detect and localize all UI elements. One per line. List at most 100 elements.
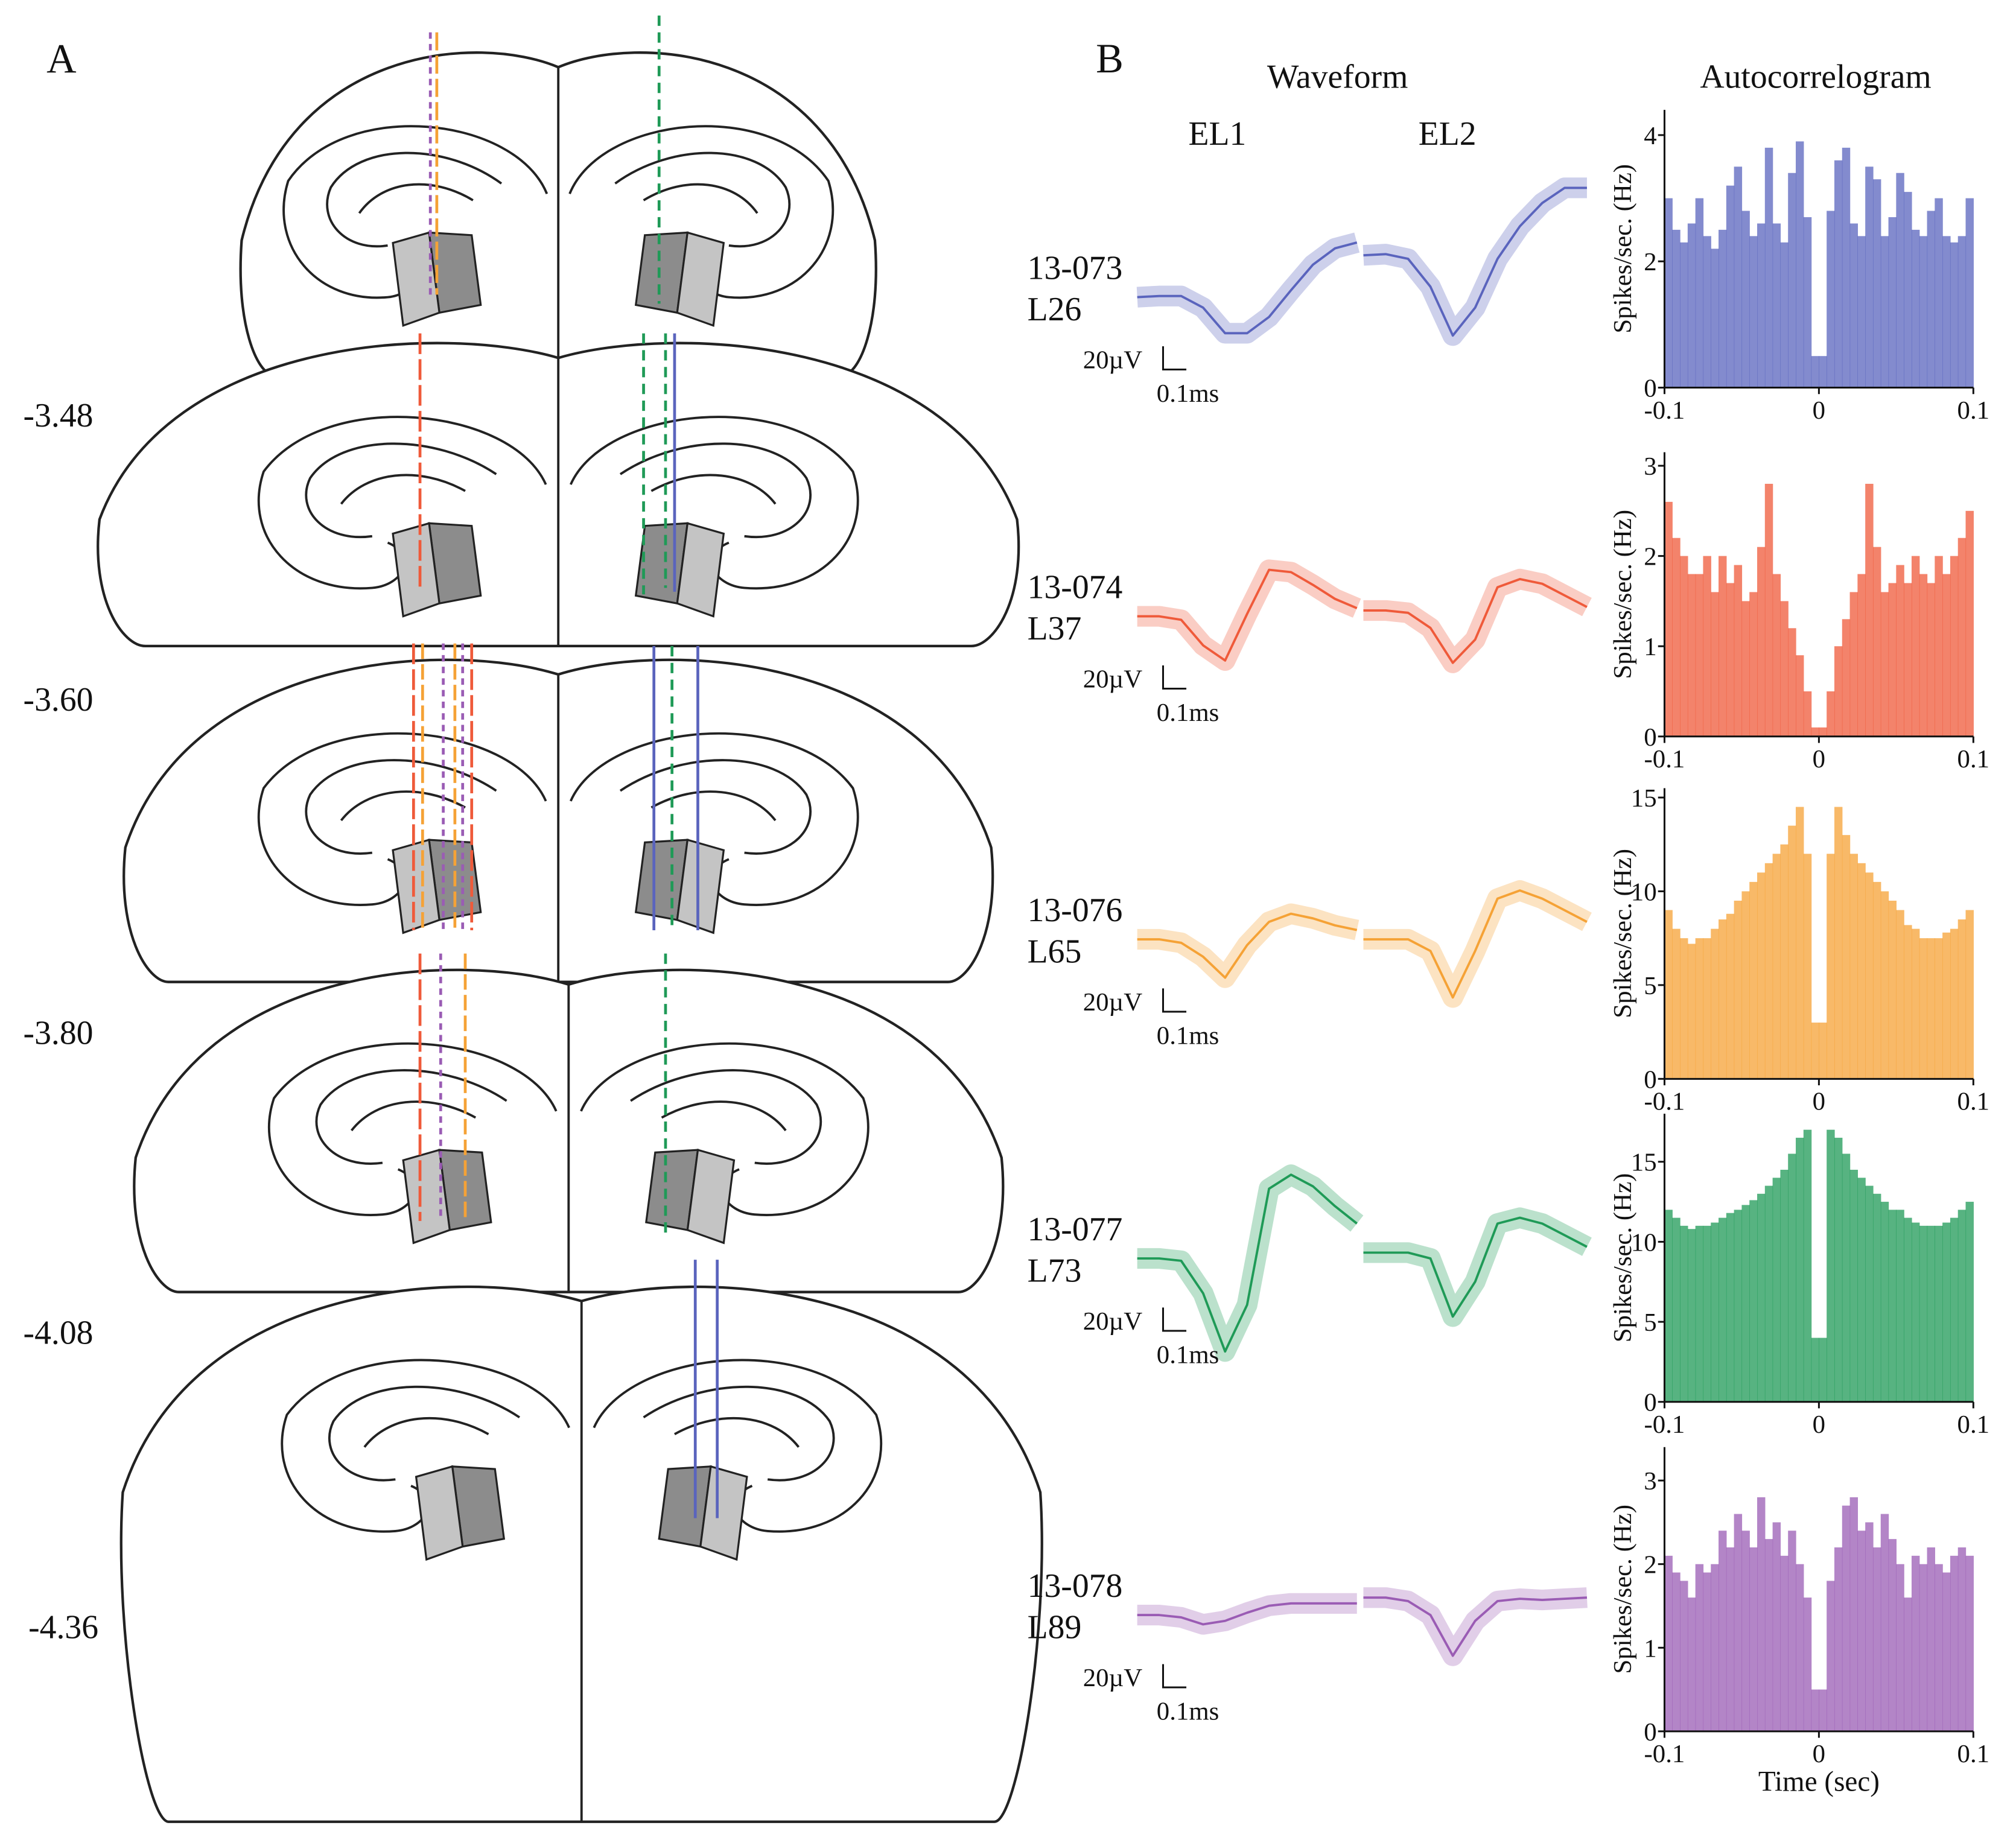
histogram-bar (1726, 913, 1735, 1079)
y-axis-label: Spikes/sec. (Hz) (1609, 1505, 1637, 1674)
hippocampus (643, 1385, 835, 1482)
y-tick-label: 2 (1644, 248, 1656, 276)
histogram-bar (1734, 167, 1743, 388)
x-tick-label: -0.1 (1644, 745, 1685, 773)
histogram-bar (1950, 556, 1959, 737)
x-axis-label: Time (sec) (1758, 1766, 1880, 1797)
histogram-bar (1957, 1547, 1967, 1731)
histogram-bar (1734, 900, 1743, 1079)
waveform (1363, 889, 1588, 999)
histogram-bar (1927, 938, 1935, 1079)
y-tick-label: 0 (1644, 1718, 1656, 1746)
histogram-bar (1711, 592, 1719, 737)
waveform (1137, 912, 1358, 979)
histogram-bar (1819, 356, 1827, 388)
x-tick-label: -0.1 (1644, 396, 1685, 425)
y-tick-label: 0 (1644, 375, 1656, 403)
histogram-bar (1827, 1129, 1835, 1402)
scale-bar (1162, 346, 1187, 371)
depth-label: -3.60 (24, 681, 94, 719)
scale-time: 0.1ms (1157, 1340, 1219, 1369)
histogram-bar (1935, 556, 1943, 737)
histogram-bar (1741, 601, 1750, 737)
x-tick-label: 0.1 (1957, 1410, 1990, 1439)
histogram-bar (1749, 1200, 1758, 1402)
histogram-bar (1849, 1170, 1859, 1402)
unit-id: 13-076 (1028, 892, 1123, 929)
histogram-bar (1927, 211, 1935, 388)
histogram-bar (1680, 1225, 1688, 1402)
histogram-bar (1664, 1555, 1673, 1731)
electrode-label: EL1 (1189, 115, 1247, 153)
histogram-bar (1796, 1564, 1804, 1731)
histogram-bar (1857, 236, 1866, 388)
unit-id: 13-074 (1028, 569, 1123, 606)
histogram-bar (1788, 173, 1796, 388)
histogram-bar (1911, 1222, 1920, 1402)
unit-label: L89 (1028, 1609, 1082, 1646)
scale-voltage: 20µV (1083, 1307, 1143, 1336)
hippocampus (630, 1069, 822, 1165)
histogram-bar (1842, 619, 1851, 737)
histogram-bar (1749, 881, 1758, 1079)
hippocampus (340, 474, 466, 505)
histogram-bar (1703, 1225, 1711, 1402)
hippocampus (326, 151, 503, 248)
waveform-band (1363, 1587, 1588, 1666)
unit-id: 13-073 (1028, 250, 1123, 287)
histogram-bar (1803, 1597, 1812, 1731)
histogram-bar (1803, 217, 1812, 388)
histogram-bar (1695, 198, 1704, 388)
histogram-bar (1888, 1539, 1897, 1731)
unit-id: 13-077 (1028, 1211, 1123, 1248)
y-tick-label: 15 (1631, 1149, 1657, 1177)
histogram-bar (1911, 1555, 1920, 1731)
histogram-bar (1927, 583, 1935, 737)
y-tick-label: 5 (1644, 1309, 1656, 1337)
histogram-bar (1965, 1555, 1974, 1731)
waveform-title: Waveform (1267, 59, 1408, 96)
histogram-bar (1811, 1337, 1820, 1402)
unit-label: L73 (1028, 1252, 1082, 1290)
scale-bar (1162, 988, 1187, 1013)
histogram-bar (1834, 160, 1843, 388)
histogram-bar (1919, 574, 1928, 737)
histogram-bar (1811, 727, 1820, 737)
histogram-bar (1796, 655, 1804, 737)
histogram-bar (1680, 242, 1688, 388)
histogram-bar (1827, 854, 1835, 1079)
hippocampus (305, 442, 497, 539)
histogram-bar (1788, 1531, 1796, 1731)
histogram-bar (1880, 236, 1889, 388)
histogram-bar (1687, 223, 1696, 388)
scale-time: 0.1ms (1157, 1698, 1219, 1726)
hippocampus (358, 183, 474, 214)
histogram-bar (1965, 910, 1974, 1079)
histogram-bar (1749, 592, 1758, 737)
histogram-bar (1965, 510, 1974, 737)
histogram-bar (1849, 592, 1859, 737)
nucleus (676, 839, 725, 934)
histogram-bar (1703, 938, 1711, 1079)
histogram-bar (1965, 1202, 1974, 1402)
histogram-bar (1834, 1547, 1843, 1731)
histogram-bar (1880, 1202, 1889, 1402)
histogram-bar (1857, 1531, 1866, 1731)
histogram-bar (1780, 242, 1789, 388)
histogram-bar (1703, 1572, 1711, 1731)
histogram-bar (1788, 1153, 1796, 1402)
histogram-bar (1857, 1178, 1866, 1402)
histogram-bar (1957, 236, 1967, 388)
histogram-bar (1849, 1497, 1859, 1731)
hippocampus (351, 1100, 477, 1132)
y-tick-label: 0 (1644, 1065, 1656, 1094)
histogram-bar (1957, 1210, 1967, 1402)
histogram-bar (1950, 928, 1959, 1079)
autocorrelogram-title: Autocorrelogram (1700, 59, 1931, 96)
histogram-bar (1687, 574, 1696, 737)
histogram-bar (1819, 1023, 1827, 1079)
histogram-bar (1734, 565, 1743, 737)
histogram-bar (1896, 173, 1904, 388)
waveform-band (1363, 1207, 1592, 1327)
x-tick-label: 0.1 (1957, 396, 1990, 425)
